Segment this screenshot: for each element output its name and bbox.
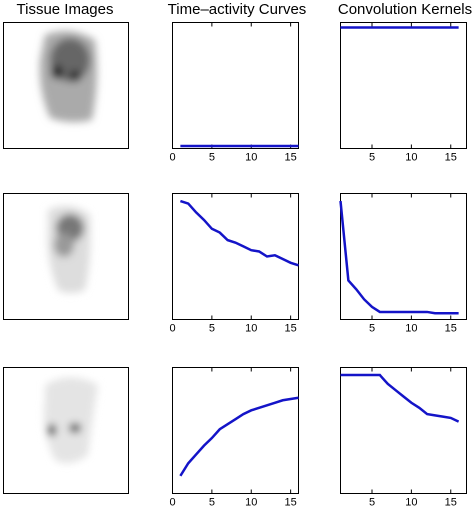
column-title: Time–activity Curves [168,1,307,18]
plot-frame [340,193,467,320]
tissue-image [3,193,129,320]
x-tick-label: 10 [405,496,417,508]
x-tick-label: 5 [209,322,215,334]
x-tick-label: 5 [209,496,215,508]
plot-frame [340,22,467,149]
data-line [179,396,299,477]
x-tick-label: 15 [285,496,297,508]
x-tick-label: 5 [369,322,375,334]
column-title: Tissue Images [17,1,114,18]
x-tick-label: 0 [169,322,175,334]
tissue-image [3,22,129,149]
x-tick-label: 10 [245,496,257,508]
x-tick-label: 15 [445,322,457,334]
data-line [339,200,459,315]
plot-frame [172,22,299,149]
x-tick-label: 0 [169,151,175,163]
x-tick-label: 15 [445,151,457,163]
x-tick-label: 0 [169,496,175,508]
x-tick-label: 10 [245,151,257,163]
x-tick-label: 15 [285,322,297,334]
x-tick-label: 5 [209,151,215,163]
x-tick-label: 15 [445,496,457,508]
tissue-image [3,367,129,494]
data-line [179,199,299,267]
x-tick-label: 5 [369,496,375,508]
x-tick-label: 10 [405,151,417,163]
x-tick-label: 15 [285,151,297,163]
x-tick-label: 10 [245,322,257,334]
plot-frame [172,367,299,494]
data-line [340,373,460,423]
x-tick-label: 5 [369,151,375,163]
plot-frame [340,367,467,494]
x-tick-label: 10 [405,322,417,334]
column-title: Convolution Kernels [338,1,472,18]
